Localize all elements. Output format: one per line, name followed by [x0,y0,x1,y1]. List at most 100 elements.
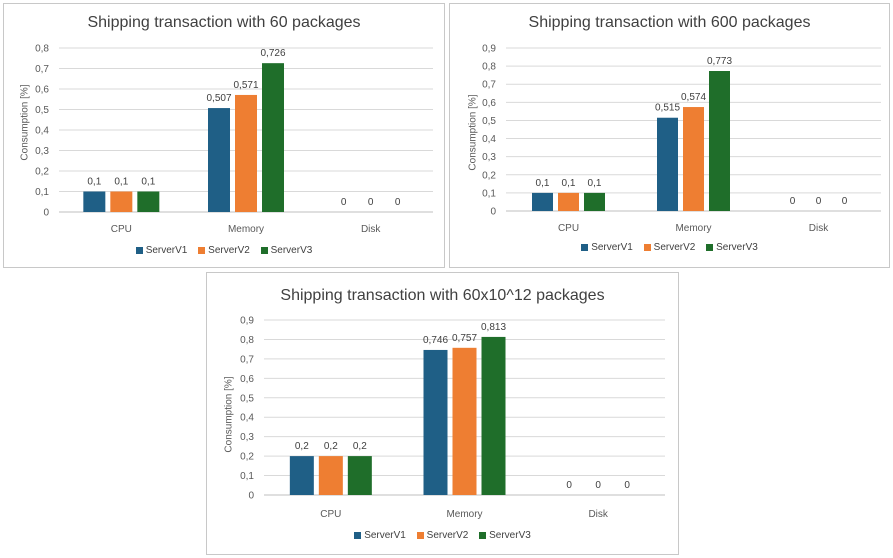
y-tick-label: 0,9 [240,316,254,327]
y-tick-label: 0,5 [482,116,496,127]
bar-chart-600-packages: 0 0,1 0,2 0,3 0,4 0,5 0,6 0,7 0,8 0,9 0,1 0,1 0,1 CPU… [482,44,881,234]
legend-label: ServerV2 [653,242,696,253]
y-tick-label: 0,7 [240,354,254,365]
data-label: 0 [595,480,601,491]
y-tick-label: 0,4 [482,134,496,145]
data-label: 0,757 [452,333,477,344]
bar-serverv1-cpu [532,192,553,211]
data-label: 0,726 [260,48,285,59]
y-tick-label: 0,8 [35,44,49,55]
chart-legend: ServerV1 ServerV2 ServerV3 [4,245,444,256]
data-label: 0,574 [681,92,706,103]
x-category-label: Disk [588,509,608,520]
bar-serverv3-memory [262,63,284,212]
legend-label: ServerV1 [364,530,406,541]
y-tick-label: 0,6 [482,98,496,109]
bar-serverv3-memory [481,336,506,495]
data-label: 0,1 [588,178,602,189]
data-label: 0 [842,196,848,207]
chart-title: Shipping transaction with 600 packages [528,14,811,31]
y-tick-label: 0,2 [482,170,496,181]
data-label: 0,2 [353,441,367,452]
bar-serverv2-memory [452,347,477,495]
x-category-label: Memory [446,509,482,520]
data-label: 0,1 [141,177,155,188]
data-label: 0,571 [233,80,258,91]
bar-serverv1-cpu [83,191,106,212]
y-tick-label: 0 [43,208,49,219]
bar-serverv3-cpu [347,456,372,495]
data-label: 0 [566,480,572,491]
y-tick-label: 0,3 [240,432,254,443]
y-tick-label: 0,1 [35,187,49,198]
x-category-label: CPU [111,224,132,235]
bar-serverv1-memory [657,117,678,211]
x-category-label: CPU [558,223,579,234]
chart-panel-600-packages: Shipping transaction with 600 packages C… [449,3,890,268]
legend-label: ServerV2 [426,530,469,541]
bar-serverv1-cpu [289,456,314,495]
data-label: 0,1 [114,177,128,188]
legend-label: ServerV2 [208,245,250,256]
y-tick-label: 0,7 [482,80,496,91]
y-tick-label: 0,6 [35,85,49,96]
data-label: 0 [395,197,401,208]
legend-item-serverv3: ServerV3 [479,530,531,541]
y-tick-label: 0,8 [482,62,496,73]
y-tick-label: 0,5 [240,393,254,404]
legend-label: ServerV1 [591,242,633,253]
legend-swatch-serverv2 [643,244,651,251]
y-tick-label: 0,7 [35,64,49,75]
legend-swatch-serverv3 [706,244,714,251]
y-tick-label: 0,2 [35,167,49,178]
legend-swatch-serverv1 [581,244,589,251]
legend-item-serverv2: ServerV2 [643,242,696,253]
legend-item-serverv1: ServerV1 [135,245,187,256]
data-label: 0,2 [295,441,309,452]
data-label: 0,773 [707,56,732,67]
legend-item-serverv2: ServerV2 [198,245,250,256]
data-label: 0 [816,196,822,207]
bar-serverv1-memory [423,349,448,495]
data-label: 0,515 [655,103,680,114]
x-category-label: CPU [320,509,341,520]
data-label: 0,2 [324,441,338,452]
chart-title: Shipping transaction with 60x10^12 packa… [280,287,605,304]
legend-swatch-serverv1 [354,532,362,539]
data-label: 0 [624,480,630,491]
y-tick-label: 0,2 [240,452,254,463]
bar-serverv2-memory [683,107,704,211]
data-label: 0,507 [206,93,231,104]
y-tick-label: 0,6 [240,374,254,385]
legend-item-serverv2: ServerV2 [416,530,469,541]
legend-swatch-serverv3 [260,247,268,254]
bar-serverv2-cpu [318,456,343,495]
data-label: 0 [341,197,347,208]
y-tick-label: 0,1 [240,471,254,482]
x-category-label: Disk [361,224,381,235]
legend-label: ServerV3 [716,242,758,253]
y-tick-label: 0 [490,207,496,218]
bar-serverv3-cpu [137,191,160,212]
legend-swatch-serverv2 [416,532,424,539]
bar-serverv3-memory [709,71,730,211]
data-label: 0,1 [562,178,576,189]
legend-item-serverv1: ServerV1 [581,242,633,253]
y-tick-label: 0,1 [482,188,496,199]
x-category-label: Memory [675,223,711,234]
chart-title: Shipping transaction with 60 packages [87,14,361,31]
bar-serverv2-memory [235,94,257,212]
bar-chart-60x10-12-packages: 0 0,1 0,2 0,3 0,4 0,5 0,6 0,7 0,8 0,9 0,2 0,2 0,2 CPU… [240,316,665,520]
bar-serverv2-cpu [110,191,133,212]
y-tick-label: 0 [248,491,254,502]
y-tick-label: 0,8 [240,335,254,346]
legend-swatch-serverv2 [198,247,206,254]
data-label: 0 [790,196,796,207]
legend-item-serverv3: ServerV3 [260,245,313,256]
chart-legend: ServerV1 ServerV2 ServerV3 [450,242,889,253]
legend-item-serverv1: ServerV1 [354,530,406,541]
legend-label: ServerV3 [270,245,313,256]
y-tick-label: 0,9 [482,44,496,55]
bar-serverv2-cpu [558,192,579,211]
chart-panel-60-packages: Shipping transaction with 60 packages Co… [3,3,445,268]
